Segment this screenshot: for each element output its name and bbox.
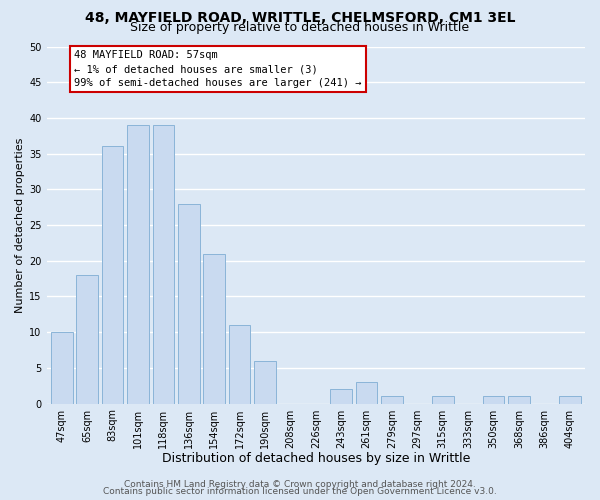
Text: Size of property relative to detached houses in Writtle: Size of property relative to detached ho… bbox=[130, 21, 470, 34]
Bar bbox=[76, 275, 98, 404]
Bar bbox=[127, 125, 149, 404]
Bar bbox=[152, 125, 174, 404]
Bar bbox=[508, 396, 530, 404]
Bar bbox=[51, 332, 73, 404]
Bar bbox=[483, 396, 505, 404]
Bar bbox=[432, 396, 454, 404]
Text: Contains HM Land Registry data © Crown copyright and database right 2024.: Contains HM Land Registry data © Crown c… bbox=[124, 480, 476, 489]
Bar bbox=[559, 396, 581, 404]
Text: 48, MAYFIELD ROAD, WRITTLE, CHELMSFORD, CM1 3EL: 48, MAYFIELD ROAD, WRITTLE, CHELMSFORD, … bbox=[85, 11, 515, 25]
Bar bbox=[102, 146, 124, 404]
Bar bbox=[254, 360, 276, 404]
Y-axis label: Number of detached properties: Number of detached properties bbox=[15, 138, 25, 312]
Bar bbox=[203, 254, 225, 404]
Text: Contains public sector information licensed under the Open Government Licence v3: Contains public sector information licen… bbox=[103, 487, 497, 496]
Text: 48 MAYFIELD ROAD: 57sqm
← 1% of detached houses are smaller (3)
99% of semi-deta: 48 MAYFIELD ROAD: 57sqm ← 1% of detached… bbox=[74, 50, 362, 88]
Bar bbox=[381, 396, 403, 404]
Bar bbox=[178, 204, 200, 404]
Bar bbox=[331, 390, 352, 404]
Bar bbox=[356, 382, 377, 404]
X-axis label: Distribution of detached houses by size in Writtle: Distribution of detached houses by size … bbox=[161, 452, 470, 465]
Bar bbox=[229, 325, 250, 404]
